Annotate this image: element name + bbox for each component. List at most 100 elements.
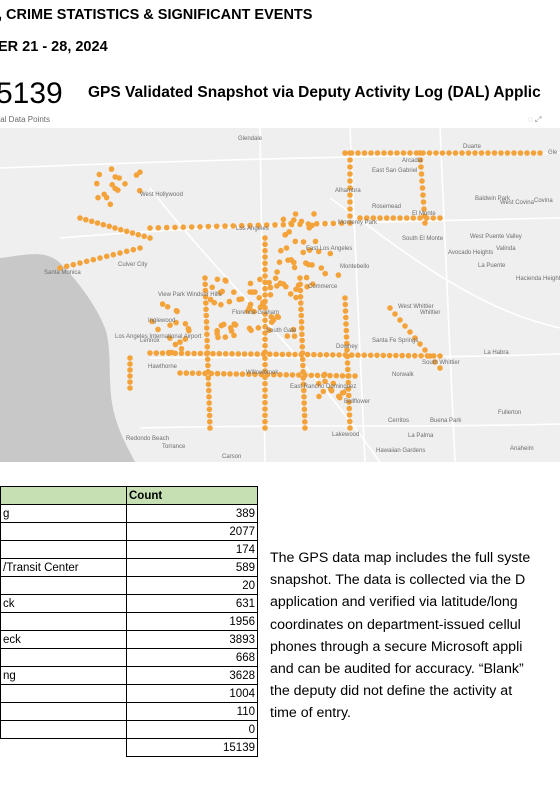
gps-point xyxy=(159,301,166,307)
map-place-label: Buena Park xyxy=(430,418,462,424)
map-place-label: Norwalk xyxy=(392,372,415,378)
gps-point xyxy=(123,248,130,255)
gps-point xyxy=(127,355,133,361)
gps-point xyxy=(347,192,353,198)
gps-point xyxy=(106,223,112,230)
gps-point xyxy=(204,350,211,356)
gps-point xyxy=(338,220,345,226)
activity-category-cell: ck xyxy=(0,594,127,613)
gps-point xyxy=(276,259,283,265)
gps-point xyxy=(63,263,70,270)
gps-point xyxy=(263,222,270,228)
gps-point xyxy=(430,215,437,221)
gps-point xyxy=(300,249,307,256)
activity-category-cell xyxy=(0,684,127,703)
gps-point xyxy=(90,256,97,263)
gps-point xyxy=(392,311,398,317)
gps-point xyxy=(343,334,350,340)
gps-point xyxy=(214,276,221,283)
gps-point xyxy=(386,352,393,359)
gps-point xyxy=(465,150,472,156)
gps-point xyxy=(346,412,353,418)
gps-point xyxy=(390,215,397,221)
gps-point xyxy=(347,425,353,431)
gps-point xyxy=(524,150,530,156)
gps-point xyxy=(127,373,133,379)
table-row: ng 3628 xyxy=(0,666,258,685)
gps-point xyxy=(203,325,210,331)
gps-point xyxy=(363,215,370,221)
gps-point xyxy=(202,294,209,300)
gps-point xyxy=(136,187,143,194)
ellipsis-icon[interactable]: ◌ xyxy=(528,115,533,124)
gps-point xyxy=(70,261,77,268)
gps-point xyxy=(427,353,433,359)
gps-point xyxy=(315,248,322,255)
gps-point xyxy=(293,294,299,301)
gps-point xyxy=(330,380,337,387)
map-place-label: Cerritos xyxy=(388,418,409,424)
gps-point xyxy=(418,171,425,177)
gps-point xyxy=(344,347,350,353)
table-row: ck 631 xyxy=(0,594,258,613)
map-place-label: Carson xyxy=(222,454,241,460)
gps-point xyxy=(266,327,273,333)
gps-point xyxy=(368,150,374,156)
gps-point xyxy=(251,308,257,315)
gps-point xyxy=(137,245,143,251)
gps-point xyxy=(127,361,133,367)
gps-point xyxy=(197,350,204,357)
gps-point xyxy=(437,365,443,371)
activity-category-cell: ng xyxy=(0,666,127,685)
gps-point xyxy=(262,361,268,368)
gps-point xyxy=(284,333,291,339)
snapshot-title: GPS Validated Snapshot via Deputy Activi… xyxy=(88,84,541,101)
gps-point xyxy=(303,260,309,266)
expand-icon[interactable]: ⤢ xyxy=(535,115,542,124)
gps-point xyxy=(302,425,308,431)
gps-point xyxy=(258,371,265,378)
gps-point xyxy=(174,308,180,315)
activity-count-cell: 20 xyxy=(126,576,258,595)
gps-point xyxy=(274,269,280,275)
activity-count-cell: 174 xyxy=(126,540,258,559)
gps-point xyxy=(262,342,268,349)
table-row: 0 xyxy=(0,720,258,739)
map-place-label: Lakewood xyxy=(332,432,359,438)
map-place-label: East San Gabriel xyxy=(372,168,417,174)
gps-data-map[interactable]: Glendale Duarte Arcadia East San Gabriel Wes… xyxy=(0,128,560,462)
gps-point xyxy=(374,352,380,359)
gps-point xyxy=(262,336,268,343)
gps-point xyxy=(511,150,517,156)
gps-point xyxy=(141,233,147,240)
map-place-label: Santa Monica xyxy=(44,270,81,276)
gps-point xyxy=(328,386,334,392)
table-header-category xyxy=(0,486,127,505)
gps-point xyxy=(57,265,63,271)
gps-point xyxy=(344,360,351,366)
gps-point xyxy=(164,304,171,310)
gps-point xyxy=(207,425,213,431)
gps-point xyxy=(246,371,252,377)
gps-point xyxy=(301,406,308,413)
gps-point xyxy=(248,327,254,334)
gps-point xyxy=(374,150,381,156)
gps-point xyxy=(129,230,136,236)
description-line: the deputy did not define the activity a… xyxy=(270,683,513,700)
description-line: time of entry. xyxy=(270,705,351,722)
table-row: g 389 xyxy=(0,504,258,523)
gps-point xyxy=(418,353,424,359)
table-header-row: Count xyxy=(0,486,258,505)
gps-point xyxy=(357,215,363,221)
gps-point xyxy=(355,352,361,358)
gps-point xyxy=(214,370,221,377)
gps-point xyxy=(127,367,133,373)
gps-point xyxy=(282,231,289,238)
activity-category-cell xyxy=(0,522,127,541)
gps-point xyxy=(293,286,299,293)
activity-category-cell: /Transit Center xyxy=(0,558,127,577)
gps-point xyxy=(153,350,160,356)
gps-point xyxy=(317,352,324,358)
gps-point xyxy=(348,352,355,358)
gps-point xyxy=(262,266,268,273)
